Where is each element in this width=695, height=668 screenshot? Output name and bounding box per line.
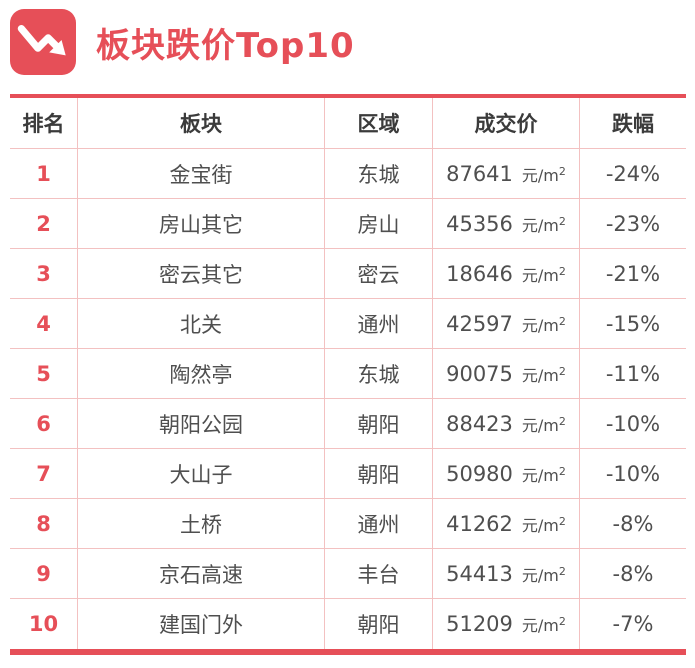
price-unit: 元/m2 <box>521 364 566 385</box>
price-value: 45356 <box>446 211 513 236</box>
price-cell: 45356 元/m2 <box>433 199 580 248</box>
table-header-row: 排名 板块 区域 成交价 跌幅 <box>10 98 686 149</box>
price-value: 42597 <box>446 311 513 336</box>
page-title: 板块跌价Top10 <box>96 25 355 66</box>
region-cell: 通州 <box>325 299 433 348</box>
price-cell: 51209 元/m2 <box>433 599 580 649</box>
table-row: 10 建国门外 朝阳 51209 元/m2 -7% <box>10 599 686 649</box>
drop-cell: -15% <box>605 311 661 336</box>
price-value: 41262 <box>446 511 513 536</box>
price-cell: 54413 元/m2 <box>433 549 580 598</box>
rank-cell: 5 <box>10 349 78 398</box>
drop-cell: -21% <box>605 261 661 286</box>
block-cell: 朝阳公园 <box>78 399 325 448</box>
table-row: 9 京石高速 丰台 54413 元/m2 -8% <box>10 549 686 599</box>
price-value: 87641 <box>446 161 513 186</box>
drop-cell: -7% <box>612 612 654 636</box>
column-header-drop: 跌幅 <box>612 112 654 136</box>
rank-cell: 10 <box>10 599 78 649</box>
price-unit: 元/m2 <box>521 564 566 585</box>
drop-cell: -11% <box>605 361 661 386</box>
region-cell: 东城 <box>325 149 433 198</box>
price-cell: 87641 元/m2 <box>433 149 580 198</box>
table-body: 1 金宝街 东城 87641 元/m2 -24% 2 房山其它 房山 45356… <box>10 149 686 649</box>
rank-cell: 6 <box>10 399 78 448</box>
block-cell: 大山子 <box>78 449 325 498</box>
region-cell: 丰台 <box>325 549 433 598</box>
drop-cell: -8% <box>612 511 654 536</box>
price-value: 54413 <box>446 561 513 586</box>
price-value: 18646 <box>446 261 513 286</box>
column-header-price: 成交价 <box>433 98 580 148</box>
block-cell: 金宝街 <box>78 149 325 198</box>
price-cell: 88423 元/m2 <box>433 399 580 448</box>
table-row: 4 北关 通州 42597 元/m2 -15% <box>10 299 686 349</box>
ranking-table: 排名 板块 区域 成交价 跌幅 1 金宝街 东城 87641 元/m2 -24%… <box>10 94 686 655</box>
price-unit: 元/m2 <box>521 164 566 185</box>
block-cell: 房山其它 <box>78 199 325 248</box>
region-cell: 朝阳 <box>325 599 433 649</box>
price-unit: 元/m2 <box>521 214 566 235</box>
rank-cell: 7 <box>10 449 78 498</box>
price-unit: 元/m2 <box>521 615 566 635</box>
block-cell: 北关 <box>78 299 325 348</box>
header: 板块跌价Top10 <box>0 0 695 76</box>
drop-cell: -24% <box>605 161 661 186</box>
rank-cell: 3 <box>10 249 78 298</box>
table-row: 7 大山子 朝阳 50980 元/m2 -10% <box>10 449 686 499</box>
price-unit: 元/m2 <box>521 314 566 335</box>
price-unit: 元/m2 <box>521 464 566 485</box>
block-cell: 京石高速 <box>78 549 325 598</box>
table-row: 2 房山其它 房山 45356 元/m2 -23% <box>10 199 686 249</box>
region-cell: 东城 <box>325 349 433 398</box>
block-cell: 密云其它 <box>78 249 325 298</box>
region-cell: 朝阳 <box>325 449 433 498</box>
rank-cell: 9 <box>10 549 78 598</box>
price-cell: 42597 元/m2 <box>433 299 580 348</box>
region-cell: 朝阳 <box>325 399 433 448</box>
trend-down-icon <box>10 9 76 75</box>
price-cell: 41262 元/m2 <box>433 499 580 548</box>
region-cell: 密云 <box>325 249 433 298</box>
price-unit: 元/m2 <box>521 514 566 535</box>
region-cell: 通州 <box>325 499 433 548</box>
block-cell: 建国门外 <box>78 599 325 649</box>
column-header-rank: 排名 <box>10 98 78 148</box>
table-row: 5 陶然亭 东城 90075 元/m2 -11% <box>10 349 686 399</box>
price-value: 88423 <box>446 411 513 436</box>
region-cell: 房山 <box>325 199 433 248</box>
price-value: 90075 <box>446 361 513 386</box>
price-value: 51209 <box>446 612 513 636</box>
drop-cell: -23% <box>605 211 661 236</box>
price-cell: 90075 元/m2 <box>433 349 580 398</box>
rank-cell: 4 <box>10 299 78 348</box>
rank-cell: 1 <box>10 149 78 198</box>
table-row: 8 土桥 通州 41262 元/m2 -8% <box>10 499 686 549</box>
price-unit: 元/m2 <box>521 264 566 285</box>
price-unit: 元/m2 <box>521 414 566 435</box>
price-cell: 18646 元/m2 <box>433 249 580 298</box>
block-cell: 陶然亭 <box>78 349 325 398</box>
rank-cell: 8 <box>10 499 78 548</box>
rank-cell: 2 <box>10 199 78 248</box>
drop-cell: -10% <box>605 461 661 486</box>
block-cell: 土桥 <box>78 499 325 548</box>
table-row: 3 密云其它 密云 18646 元/m2 -21% <box>10 249 686 299</box>
price-value: 50980 <box>446 461 513 486</box>
column-header-region: 区域 <box>325 98 433 148</box>
table-row: 1 金宝街 东城 87641 元/m2 -24% <box>10 149 686 199</box>
price-cell: 50980 元/m2 <box>433 449 580 498</box>
drop-cell: -8% <box>612 561 654 586</box>
drop-cell: -10% <box>605 411 661 436</box>
column-header-block: 板块 <box>78 98 325 148</box>
table-row: 6 朝阳公园 朝阳 88423 元/m2 -10% <box>10 399 686 449</box>
